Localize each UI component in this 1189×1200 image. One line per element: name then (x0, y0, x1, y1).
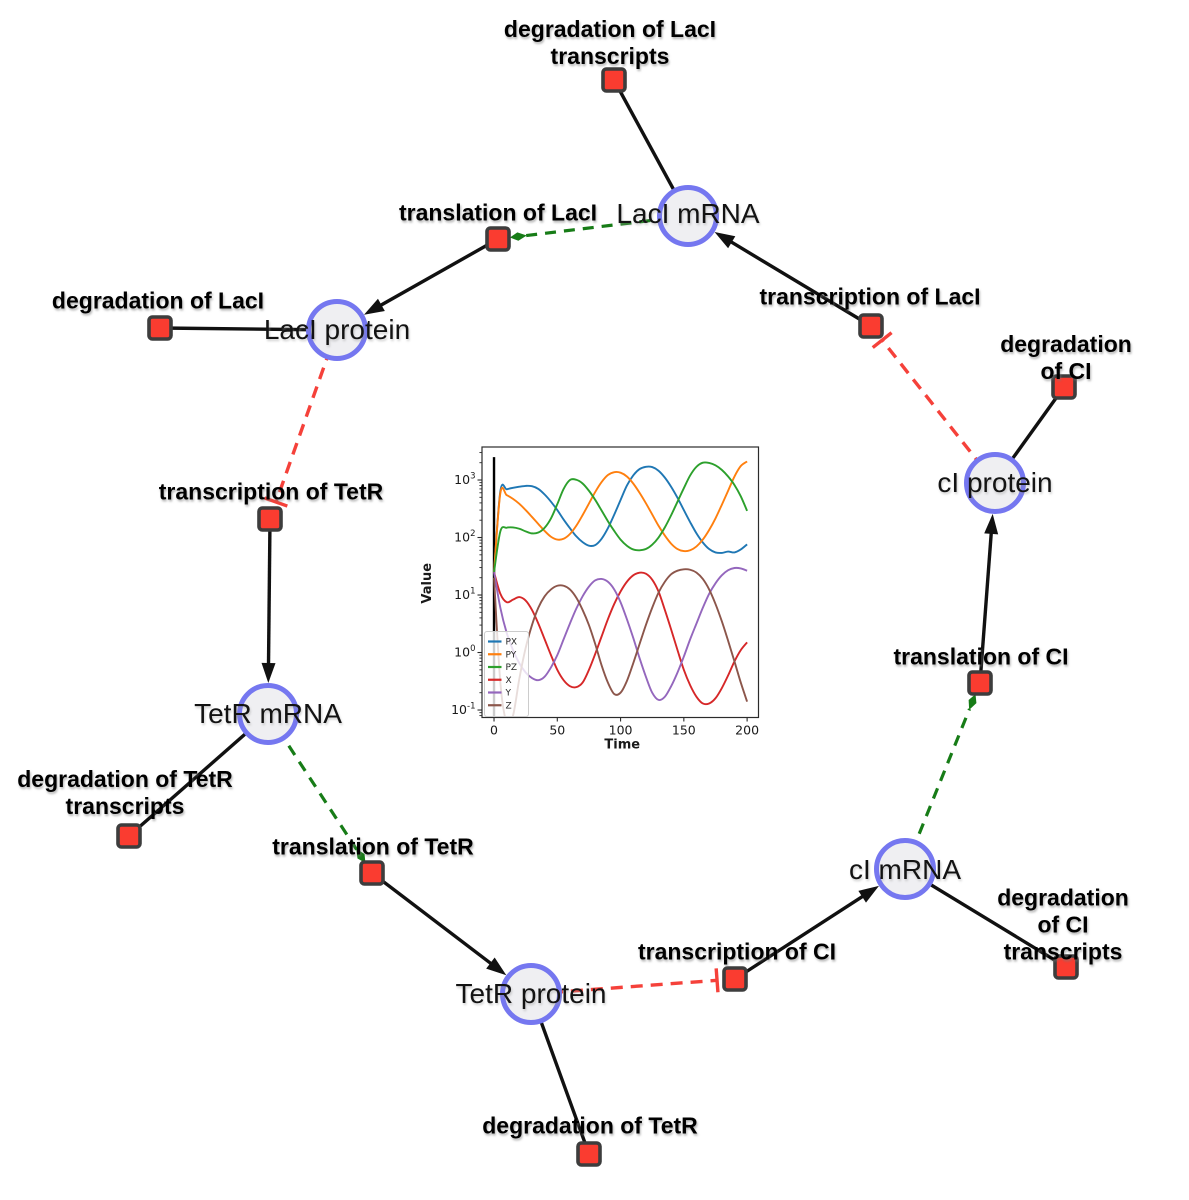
species-node-ci-mrna[interactable] (874, 838, 936, 900)
chart-series-PY (493, 460, 748, 573)
reaction-node-degradation-of-laci[interactable] (147, 315, 173, 341)
chart-curves (493, 460, 749, 718)
reaction-node-degradation-of-tetr-transcripts[interactable] (116, 823, 142, 849)
legend-entry-X: X (506, 676, 512, 686)
x-tick-label: 50 (549, 723, 565, 738)
reaction-node-translation-of-laci[interactable] (485, 226, 511, 252)
y-tick-label: 101 (454, 587, 475, 603)
chart-xlabel: Time (604, 738, 640, 753)
reaction-node-transcription-of-tetr[interactable] (257, 506, 283, 532)
edge-translation-of-tetr-to-tetr-protein (370, 871, 507, 976)
edges-layer (127, 79, 1067, 1155)
legend-entry-PY: PY (506, 650, 517, 660)
y-tick-label: 100 (454, 644, 475, 660)
legend-entry-Y: Y (505, 689, 512, 699)
reaction-node-degradation-of-tetr[interactable] (576, 1141, 602, 1167)
reaction-node-translation-of-ci[interactable] (967, 670, 993, 696)
x-tick-label: 0 (490, 723, 498, 738)
x-tick-label: 200 (735, 723, 759, 738)
edge-transcription-of-ci-to-ci-mrna (734, 885, 879, 981)
reaction-node-translation-of-tetr[interactable] (359, 860, 385, 886)
edge-transcription-of-tetr-to-tetr-mrna (261, 518, 276, 684)
chart-series-PZ (493, 461, 748, 573)
simulation-plot: 0 50 100 150 20010-1100101102103TimeValuePXP… (420, 446, 760, 753)
reaction-node-transcription-of-laci[interactable] (858, 313, 884, 339)
species-node-tetr-mrna[interactable] (237, 683, 299, 745)
x-tick-label: 100 (609, 723, 633, 738)
y-tick-label: 102 (454, 529, 475, 545)
reaction-node-degradation-of-ci[interactable] (1051, 374, 1077, 400)
species-node-laci-mrna[interactable] (657, 185, 719, 247)
reaction-node-degradation-of-ci-transcripts[interactable] (1053, 954, 1079, 980)
edge-translation-of-ci-to-ci-protein (978, 513, 999, 684)
legend-entry-PX: PX (506, 638, 518, 648)
edge-ci-mrna-to-degradation-of-ci-transcripts (904, 867, 1067, 969)
chart-series-X (493, 571, 748, 706)
chart-series-Z (493, 568, 749, 718)
chart-series-Y (493, 566, 748, 702)
edge-tetr-protein-to-transcription-of-ci (530, 968, 720, 996)
nodes-layer (116, 67, 1079, 1167)
species-node-laci-protein[interactable] (306, 299, 368, 361)
reaction-node-degradation-of-laci-transcripts[interactable] (601, 67, 627, 93)
y-tick-label: 10-1 (451, 702, 475, 718)
reaction-node-transcription-of-ci[interactable] (722, 966, 748, 992)
edge-translation-of-laci-to-laci-protein (363, 237, 499, 315)
legend-entry-Z: Z (506, 701, 512, 711)
chart-ylabel: Value (420, 563, 435, 604)
x-tick-label: 150 (672, 723, 696, 738)
species-node-tetr-protein[interactable] (500, 963, 562, 1025)
chart-legend: PX PY PZ XYZ (484, 631, 529, 717)
chart-series-PX (493, 465, 748, 573)
legend-entry-PZ: PZ (506, 663, 518, 673)
edge-transcription-of-laci-to-laci-mrna (714, 231, 872, 328)
species-node-ci-protein[interactable] (964, 452, 1026, 514)
y-tick-label: 103 (454, 472, 475, 488)
